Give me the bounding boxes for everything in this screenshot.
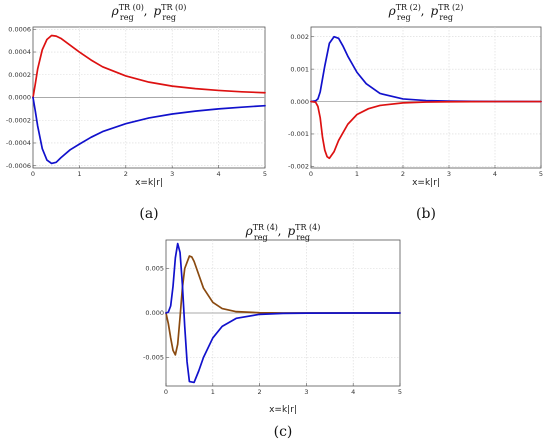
title-subscript: reg — [296, 233, 310, 242]
title-p: p — [153, 4, 161, 18]
title-subscript: reg — [120, 13, 134, 22]
title-rho: ρ — [388, 4, 396, 18]
y-tick-label: 0.000 — [145, 309, 164, 317]
x-tick-label: 4 — [493, 170, 497, 178]
x-tick-label: 5 — [539, 170, 543, 178]
title-subscript: reg — [439, 13, 453, 22]
chart-title: ρTR (2) reg, pTR (2) reg — [388, 3, 464, 22]
y-tick-label: -0.0004 — [6, 139, 31, 147]
x-axis-label: x=k|r| — [269, 405, 297, 415]
series-line-2 — [32, 96, 266, 165]
x-tick-label: 4 — [351, 388, 355, 396]
title-rho: ρ — [245, 224, 253, 238]
y-tick-label: -0.001 — [288, 130, 309, 138]
title-separator: , — [144, 4, 148, 18]
title-p: p — [287, 224, 295, 238]
x-tick-label: 3 — [170, 170, 174, 178]
y-tick-label: 0.0004 — [8, 48, 31, 56]
chart-title: ρTR (4) reg, pTR (4) reg — [245, 223, 321, 242]
title-superscript: TR (2) — [438, 3, 463, 12]
x-tick-label: 5 — [398, 388, 402, 396]
title-p: p — [430, 4, 438, 18]
x-tick-label: 2 — [401, 170, 405, 178]
x-tick-label: 0 — [309, 170, 313, 178]
x-tick-label: 5 — [263, 170, 267, 178]
panel-label: (a) — [139, 206, 158, 222]
x-tick-label: 0 — [164, 388, 168, 396]
y-tick-label: -0.0006 — [6, 162, 31, 170]
x-axis-label: x=k|r| — [135, 178, 163, 188]
title-separator: , — [421, 4, 425, 18]
title-superscript: TR (4) — [253, 223, 278, 232]
x-tick-label: 2 — [258, 388, 262, 396]
x-tick-label: 4 — [217, 170, 221, 178]
x-tick-label: 1 — [77, 170, 81, 178]
x-tick-label: 0 — [31, 170, 35, 178]
y-tick-label: 0.0000 — [8, 94, 31, 102]
title-subscript: reg — [254, 233, 268, 242]
y-tick-label: 0.005 — [145, 265, 164, 273]
y-tick-label: -0.0002 — [6, 116, 31, 124]
x-tick-label: 1 — [355, 170, 359, 178]
y-tick-label: 0.001 — [290, 65, 309, 73]
y-tick-label: 0.002 — [290, 33, 309, 41]
title-superscript: TR (0) — [119, 3, 144, 12]
y-tick-label: 0.0002 — [8, 71, 31, 79]
chart-title: ρTR (0) reg, pTR (0) reg — [111, 3, 187, 22]
title-rho: ρ — [111, 4, 119, 18]
y-tick-label: -0.005 — [143, 354, 164, 362]
title-separator: , — [278, 224, 282, 238]
title-superscript: TR (2) — [396, 3, 421, 12]
plot-frame — [310, 26, 542, 169]
chart-panel-1: 0 1 2 3 4 5 -0.0006 -0.0004 -0.0002 0.0000 0.0002 0… — [6, 3, 267, 222]
series-line-2 — [310, 100, 542, 160]
x-tick-label: 3 — [304, 388, 308, 396]
y-tick-label: -0.002 — [288, 163, 309, 171]
series-line-1 — [32, 34, 266, 99]
panel-label: (b) — [416, 206, 436, 222]
title-superscript: TR (0) — [161, 3, 186, 12]
title-subscript: reg — [397, 13, 411, 22]
y-tick-label: 0.000 — [290, 98, 309, 106]
x-tick-label: 2 — [124, 170, 128, 178]
title-subscript: reg — [162, 13, 176, 22]
x-tick-label: 3 — [447, 170, 451, 178]
x-axis-label: x=k|r| — [412, 178, 440, 188]
panel-label: (c) — [274, 424, 293, 440]
series-line-1 — [165, 255, 401, 356]
y-tick-label: 0.0006 — [8, 25, 31, 33]
x-tick-label: 1 — [211, 388, 215, 396]
series-line-2 — [165, 242, 401, 384]
title-superscript: TR (4) — [295, 223, 320, 232]
